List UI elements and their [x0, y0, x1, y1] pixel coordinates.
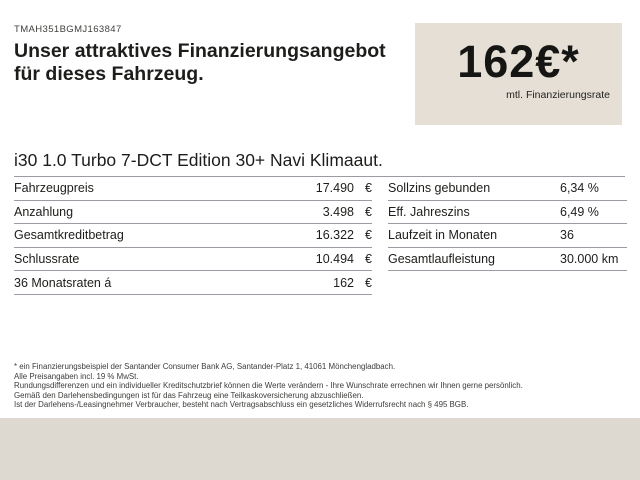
- offer-heading: Unser attraktives Finanzierungsangebot f…: [14, 40, 386, 85]
- disclaimer-line: Ist der Darlehens-/Leasingnehmer Verbrau…: [14, 400, 469, 410]
- row-label: Gesamtlaufleistung: [388, 252, 496, 267]
- monthly-rate-caption: mtl. Finanzierungsrate: [506, 89, 610, 101]
- title-divider-line: [14, 176, 625, 177]
- row-label: Fahrzeugpreis: [14, 181, 94, 196]
- disclaimer-line: Gemäß den Darlehensbedingungen ist für d…: [14, 390, 364, 400]
- row-unit: €: [365, 181, 372, 196]
- row-value: 17.490: [315, 181, 354, 196]
- table-row: Laufzeit in Monaten 36: [388, 224, 627, 248]
- table-row: Eff. Jahreszins 6,49 %: [388, 201, 627, 225]
- row-label: Sollzins gebunden: [388, 181, 491, 196]
- row-unit: €: [365, 275, 372, 290]
- table-row: Gesamtlaufleistung 30.000 km: [388, 248, 627, 272]
- row-value: 36: [560, 228, 574, 243]
- disclaimer-line: Rundungsdifferenzen und ein individuelle…: [14, 381, 523, 391]
- row-value: 3.498: [322, 204, 354, 219]
- row-unit: €: [365, 228, 372, 243]
- finance-table-left: Fahrzeugpreis 17.490 € Anzahlung 3.498 €…: [14, 177, 372, 295]
- row-value: 162: [333, 275, 354, 290]
- vehicle-model-title: i30 1.0 Turbo 7-DCT Edition 30+ Navi Kli…: [14, 150, 383, 170]
- finance-table-right: Sollzins gebunden 6,34 % Eff. Jahreszins…: [388, 177, 627, 272]
- row-value: 30.000 km: [560, 252, 619, 267]
- table-row: Gesamtkreditbetrag 16.322 €: [14, 224, 372, 248]
- table-row: Schlussrate 10.494 €: [14, 248, 372, 272]
- vehicle-vin: TMAH351BGMJ163847: [14, 24, 122, 35]
- row-label: Schlussrate: [14, 252, 80, 267]
- row-unit: €: [365, 252, 372, 267]
- table-row: Anzahlung 3.498 €: [14, 201, 372, 225]
- row-label: 36 Monatsraten á: [14, 275, 112, 290]
- row-unit: €: [365, 204, 372, 219]
- monthly-rate-amount: 162€*: [457, 36, 580, 87]
- legal-disclaimer: * ein Finanzierungsbeispiel der Santande…: [14, 362, 523, 410]
- row-value: 10.494: [315, 252, 354, 267]
- footer-band: Automobile DARMAS Größter Hyundai-Vertra…: [0, 418, 640, 480]
- row-value: 6,49 %: [560, 204, 599, 219]
- row-label: Anzahlung: [14, 204, 74, 219]
- row-value: 16.322: [315, 228, 354, 243]
- table-row: Sollzins gebunden 6,34 %: [388, 177, 627, 201]
- table-row: 36 Monatsraten á 162 €: [14, 271, 372, 295]
- row-value: 6,34 %: [560, 181, 599, 196]
- disclaimer-line: * ein Finanzierungsbeispiel der Santande…: [14, 362, 396, 371]
- row-label: Laufzeit in Monaten: [388, 228, 498, 243]
- table-row: Fahrzeugpreis 17.490 €: [14, 177, 372, 201]
- disclaimer-line: Alle Preisangaben incl. 19 % MwSt.: [14, 371, 139, 381]
- row-label: Gesamtkreditbetrag: [14, 228, 124, 243]
- row-label: Eff. Jahreszins: [388, 204, 470, 219]
- monthly-rate-box: 162€* mtl. Finanzierungsrate: [415, 23, 622, 125]
